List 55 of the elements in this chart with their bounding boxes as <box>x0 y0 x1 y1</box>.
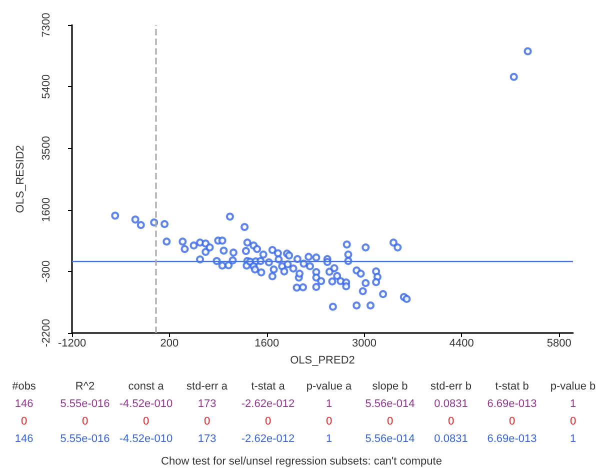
text: t-stat b <box>495 380 529 392</box>
text: 6.69e-013 <box>487 398 537 410</box>
x-tick-label: -1200 <box>58 338 86 350</box>
x-tick-label: 1600 <box>254 338 280 350</box>
y-axis-title: OLS_RESID2 <box>14 145 26 213</box>
text: 0 <box>448 416 454 428</box>
text: 6.69e-013 <box>487 433 537 445</box>
text: 0 <box>20 416 28 428</box>
text: p-value a <box>306 380 352 392</box>
x-tick-label: 200 <box>160 338 179 350</box>
text: 5.55e-016 <box>60 433 110 445</box>
text: 1 <box>570 398 576 410</box>
text: t-stat a <box>251 380 286 392</box>
text: 1 <box>326 433 332 445</box>
text: 146 <box>14 398 34 410</box>
text: p-value b <box>550 380 596 392</box>
text: 0 <box>508 416 516 428</box>
text: -2.62e-012 <box>241 398 295 410</box>
text: const a <box>128 380 165 392</box>
text: 146 <box>14 433 34 445</box>
text: slope b <box>372 380 408 392</box>
text: 0 <box>326 416 332 428</box>
text: 0 <box>82 416 88 428</box>
text: 1 <box>326 398 332 410</box>
text: 0 <box>386 416 394 428</box>
text: 1 <box>570 433 576 445</box>
y-tick-label: 1600 <box>40 198 52 222</box>
x-axis-title: OLS_PRED2 <box>290 354 355 366</box>
text: #obs <box>12 380 36 392</box>
y-tick-label: 7300 <box>40 12 52 38</box>
y-tick-label: -2200 <box>40 318 52 348</box>
text: R^2 <box>75 380 95 392</box>
text: 0.0831 <box>434 398 468 410</box>
text: -2.62e-012 <box>241 433 295 445</box>
text: 5.55e-016 <box>60 398 110 410</box>
text: 173 <box>198 398 216 410</box>
text: 0 <box>204 416 210 428</box>
y-tick-label: 5400 <box>40 74 52 99</box>
x-tick-label: 5800 <box>546 338 572 350</box>
text: 5.56e-014 <box>365 398 415 410</box>
x-tick-label: 3000 <box>352 338 376 350</box>
x-tick-label: 4400 <box>449 338 474 350</box>
text: -4.52e-010 <box>119 398 173 410</box>
y-tick-label: 3500 <box>40 136 52 160</box>
text: 173 <box>198 433 216 445</box>
text: std-err a <box>186 380 228 392</box>
text: 5.56e-014 <box>365 433 415 445</box>
text: -4.52e-010 <box>119 433 173 445</box>
text: 0 <box>142 416 150 428</box>
y-tick-label: -300 <box>40 260 52 282</box>
text: std-err b <box>430 380 472 392</box>
text: 0 <box>264 416 272 428</box>
text: 0.0831 <box>434 433 468 445</box>
text: 0 <box>570 416 576 428</box>
text: Chow test for sel/unsel regression subsets: can't compute <box>161 456 442 468</box>
